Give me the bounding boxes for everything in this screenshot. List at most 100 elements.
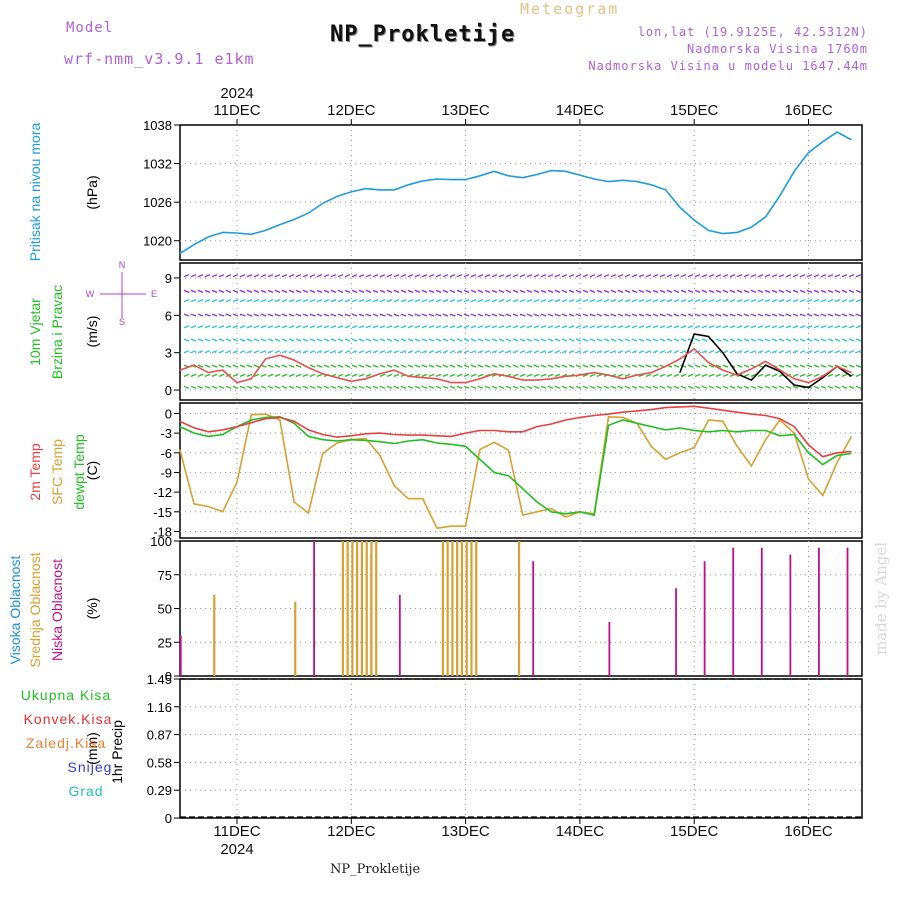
wind-barb [449, 289, 456, 294]
wind-barb [533, 373, 540, 377]
wind-barb [190, 289, 197, 294]
wind-barb [386, 364, 393, 368]
wind-barb [414, 373, 421, 377]
wind-barb [631, 385, 638, 389]
wind-barb [267, 373, 274, 377]
wind-barb [442, 274, 449, 278]
wind-barb [722, 274, 729, 278]
wind-barb [631, 350, 638, 354]
wind-barb [267, 325, 274, 329]
wind-barb [610, 289, 617, 294]
wind-barb [253, 325, 260, 329]
wind-barb [183, 373, 190, 377]
wind-barb [232, 350, 239, 354]
wind-barb [666, 289, 673, 294]
wind-barb [218, 364, 225, 368]
wind-barb [337, 325, 344, 329]
wind-barb [435, 338, 442, 342]
wind-barb [547, 338, 554, 342]
wind-barb [715, 289, 722, 294]
wind-barb [393, 364, 400, 368]
wind-barb [638, 364, 645, 368]
wind-barb [526, 274, 533, 278]
wind-barb [344, 350, 351, 354]
cloud-bar [470, 541, 473, 676]
wind-barb [694, 299, 701, 303]
wind-barb [302, 313, 309, 317]
wind-barb [841, 364, 848, 368]
wind-barb [673, 373, 680, 377]
wind-barb [498, 299, 505, 303]
wind-barb [596, 364, 603, 368]
wind-barb [526, 350, 533, 354]
wind-barb [561, 338, 568, 342]
wind-barb [253, 289, 260, 294]
wind-barb [561, 385, 568, 389]
wind-barb [540, 289, 547, 294]
cloud-series [179, 541, 849, 676]
wind-barb [442, 385, 449, 389]
wind-barb [813, 299, 820, 303]
temperature-ytick-label: -9 [160, 465, 172, 480]
wind-barb [470, 274, 477, 278]
wind-barb [652, 313, 659, 317]
wind-barb [554, 385, 561, 389]
wind-barb [785, 299, 792, 303]
wind-barb [246, 274, 253, 278]
wind-barb [764, 373, 771, 377]
wind-barb [281, 325, 288, 329]
cloud-bar [475, 541, 478, 676]
wind-barb [596, 373, 603, 377]
wind-barbs [183, 274, 862, 389]
wind-barb [435, 350, 442, 354]
wind-barb [673, 299, 680, 303]
wind-barb [232, 325, 239, 329]
wind-barb [337, 373, 344, 377]
wind-barb [680, 289, 687, 294]
wind-barb [309, 373, 316, 377]
wind-barb [344, 313, 351, 317]
wind-barb [393, 299, 400, 303]
wind-barb [855, 325, 862, 329]
wind-barb [393, 373, 400, 377]
wind-barb [785, 338, 792, 342]
wind-barb [617, 338, 624, 342]
wind-barb [400, 338, 407, 342]
wind-barb [631, 299, 638, 303]
wind-barb [687, 325, 694, 329]
wind-barb [365, 350, 372, 354]
wind-barb [547, 373, 554, 377]
wind-barb [491, 299, 498, 303]
wind-direction-legend: N S E W [86, 260, 157, 327]
wind-barb [526, 385, 533, 389]
wind-barb [337, 289, 344, 294]
wind-barb [477, 289, 484, 294]
wind-barb [435, 299, 442, 303]
wind-barb [407, 299, 414, 303]
wind-barb [323, 289, 330, 294]
wind-barb [281, 313, 288, 317]
temperature-ytick-label: -6 [160, 446, 172, 461]
wind-barb [799, 299, 806, 303]
wind-barb [393, 274, 400, 278]
cloud-bar [441, 541, 444, 676]
wind-barb [561, 289, 568, 294]
wind-barb [428, 299, 435, 303]
wind-barb [582, 338, 589, 342]
wind-barb [687, 313, 694, 317]
cloud-bar [818, 547, 820, 676]
wind-barb [330, 364, 337, 368]
cloud-bar [294, 601, 297, 676]
wind-barb [442, 289, 449, 294]
wind-barb [323, 385, 330, 389]
wind-barb [610, 274, 617, 278]
wind-barb [498, 289, 505, 294]
wind-barb [309, 385, 316, 389]
wind-barb [729, 338, 736, 342]
wind-barb [204, 299, 211, 303]
wind-barb [715, 338, 722, 342]
precip-legend-item: Zaledj.Kisa [26, 735, 106, 751]
wind-barb [687, 289, 694, 294]
wind-barb [820, 325, 827, 329]
wind-barb [456, 299, 463, 303]
